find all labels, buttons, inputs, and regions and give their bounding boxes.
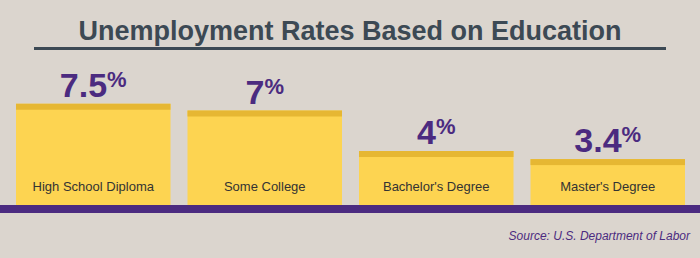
bar-cap	[359, 151, 514, 157]
data-label-unit: %	[264, 74, 284, 99]
data-label-unit: %	[107, 67, 127, 92]
chart: Unemployment Rates Based on Education Hig…	[0, 0, 700, 258]
data-label-number: 4	[417, 113, 436, 151]
bar	[16, 104, 171, 205]
bar-cap	[16, 104, 171, 110]
bars	[16, 104, 685, 205]
data-label-unit: %	[436, 114, 456, 139]
data-label-unit: %	[622, 122, 642, 147]
data-label-number: 7.5	[60, 66, 107, 104]
background	[0, 0, 700, 258]
category-label: High School Diploma	[33, 179, 155, 194]
data-label-number: 3.4	[574, 121, 621, 159]
data-label: 7%	[246, 73, 284, 111]
bar	[188, 111, 343, 206]
labels: High School Diploma 7.5% Some College 7% Bac…	[33, 66, 656, 194]
category-label: Master's Degree	[560, 179, 655, 194]
data-label: 4%	[417, 113, 455, 151]
baseline	[0, 205, 700, 213]
category-label: Bachelor's Degree	[383, 179, 490, 194]
bar-cap	[531, 159, 686, 165]
source: Source: U.S. Department of Labor	[509, 229, 691, 243]
bar	[359, 151, 514, 205]
data-label: 7.5%	[60, 66, 127, 104]
title-rule	[34, 47, 666, 50]
title: Unemployment Rates Based on Education	[78, 16, 621, 46]
category-label: Some College	[224, 179, 306, 194]
data-label-number: 7	[246, 73, 265, 111]
bar	[531, 159, 686, 205]
bar-cap	[188, 111, 343, 117]
data-label: 3.4%	[574, 121, 641, 159]
